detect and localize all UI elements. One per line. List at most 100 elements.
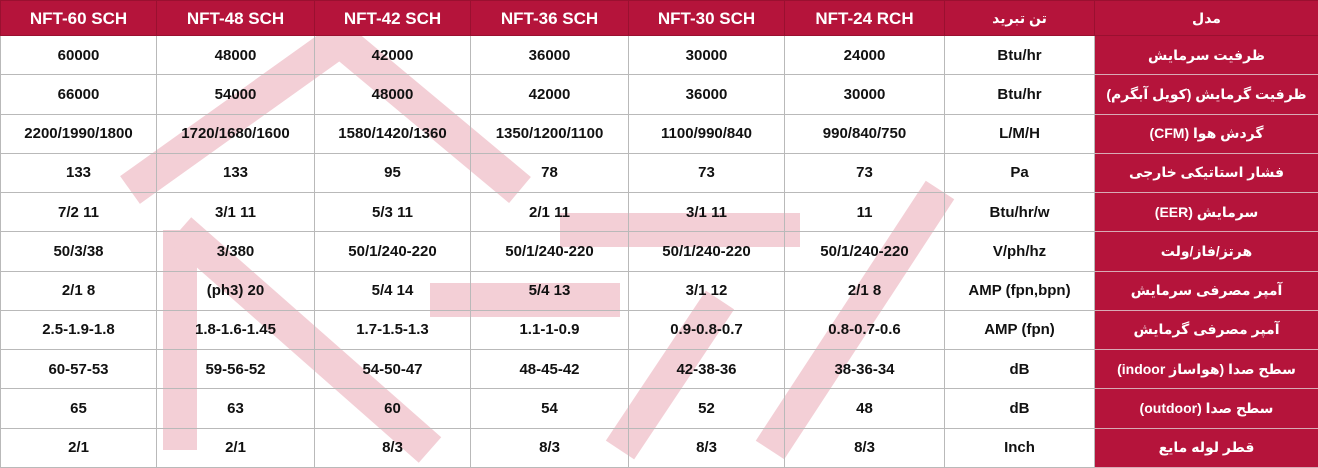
row-label: سرمایش (EER) [1094,192,1318,233]
table-cell: 59-56-52 [156,349,315,390]
unit-cell: AMP (fpn,bpn) [944,270,1095,311]
table-cell: 0.8-0.7-0.6 [784,309,945,351]
table-cell: 8/3 [314,427,471,468]
unit-cell: L/M/H [944,113,1095,154]
table-row: 2/1 2/1 8/3 8/3 8/3 8/3 Inch قطر لوله ما… [0,427,1318,468]
unit-cell: Pa [944,152,1095,194]
table-cell: 78 [470,152,629,194]
table-row: 2/1 8 (ph3) 20 5/4 14 5/4 13 3/1 12 2/1 … [0,270,1318,311]
table-cell: 60-57-53 [0,349,157,390]
unit-cell: Inch [944,427,1095,468]
table-cell: 42000 [314,34,471,76]
model-header: NFT-30 SCH [628,0,785,36]
table-cell: 48000 [156,34,315,76]
model-header: NFT-48 SCH [156,0,315,36]
table-row: 60000 48000 42000 36000 30000 24000 Btu/… [0,34,1318,76]
table-cell: 133 [156,152,315,194]
table-cell: 2200/1990/1800 [0,113,157,154]
table-cell: 2/1 11 [470,192,629,233]
model-header: NFT-36 SCH [470,0,629,36]
table-cell: 48 [784,388,945,429]
table-cell: 8/3 [628,427,785,468]
table-cell: 5/4 13 [470,270,629,311]
unit-cell: Btu/hr [944,74,1095,115]
table-cell: 5/4 14 [314,270,471,311]
table-cell: 2/1 [156,427,315,468]
table-cell: 8/3 [784,427,945,468]
row-label: فشار استاتیکی خارجی [1094,152,1318,194]
table-cell: 1100/990/840 [628,113,785,154]
table-cell: 30000 [628,34,785,76]
row-label: آمپر مصرفی گرمایش [1094,309,1318,351]
table-cell: 8/3 [470,427,629,468]
table-cell: 0.9-0.8-0.7 [628,309,785,351]
unit-column-header: تن تبرید [944,0,1095,36]
table-cell: 48-45-42 [470,349,629,390]
table-cell: 1.7-1.5-1.3 [314,309,471,351]
table-cell: 1350/1200/1100 [470,113,629,154]
row-label: گردش هوا (CFM) [1094,113,1318,154]
table-cell: 48000 [314,74,471,115]
table-cell: 73 [628,152,785,194]
row-label: ظرفیت سرمایش [1094,34,1318,76]
table-cell: 63 [156,388,315,429]
table-cell: 50/1/240-220 [470,231,629,272]
table-cell: 3/1 12 [628,270,785,311]
table-cell: 1.8-1.6-1.45 [156,309,315,351]
header-row: NFT-60 SCH NFT-48 SCH NFT-42 SCH NFT-36 … [0,0,1318,36]
table-cell: 24000 [784,34,945,76]
table-row: 66000 54000 48000 42000 36000 30000 Btu/… [0,74,1318,115]
table-cell: 38-36-34 [784,349,945,390]
table-cell: 30000 [784,74,945,115]
table-cell: 2/1 8 [784,270,945,311]
table-cell: 50/1/240-220 [314,231,471,272]
table-cell: 50/1/240-220 [784,231,945,272]
table-cell: 60 [314,388,471,429]
label-column-header: مدل [1094,0,1318,36]
table-cell: 36000 [628,74,785,115]
row-label: ظرفیت گرمایش (کویل آبگرم) [1094,74,1318,115]
table-cell: 133 [0,152,157,194]
unit-cell: dB [944,388,1095,429]
table-row: 60-57-53 59-56-52 54-50-47 48-45-42 42-3… [0,349,1318,390]
table-cell: 66000 [0,74,157,115]
model-header: NFT-24 RCH [784,0,945,36]
table-cell: 1580/1420/1360 [314,113,471,154]
table-cell: 3/1 11 [156,192,315,233]
table-cell: 1720/1680/1600 [156,113,315,154]
row-label: سطح صدا (outdoor) [1094,388,1318,429]
table-cell: 2/1 8 [0,270,157,311]
table-cell: 3/380 [156,231,315,272]
table-cell: 42-38-36 [628,349,785,390]
row-label: قطر لوله مایع [1094,427,1318,468]
table-row: 2200/1990/1800 1720/1680/1600 1580/1420/… [0,113,1318,154]
row-label: هرتز/فاز/ولت [1094,231,1318,272]
table-cell: 36000 [470,34,629,76]
table-cell: 7/2 11 [0,192,157,233]
unit-cell: Btu/hr [944,34,1095,76]
row-label: سطح صدا (هواساز indoor) [1094,349,1318,390]
table-cell: 73 [784,152,945,194]
table-row: 7/2 11 3/1 11 5/3 11 2/1 11 3/1 11 11 Bt… [0,192,1318,233]
table-cell: 54-50-47 [314,349,471,390]
table-cell: 54000 [156,74,315,115]
table-cell: 2/1 [0,427,157,468]
table-cell: 95 [314,152,471,194]
unit-cell: Btu/hr/w [944,192,1095,233]
unit-cell: AMP (fpn) [944,309,1095,351]
table-cell: 50/3/38 [0,231,157,272]
table-cell: 3/1 11 [628,192,785,233]
table-cell: 11 [784,192,945,233]
table-cell: 1.1-1-0.9 [470,309,629,351]
model-header: NFT-60 SCH [0,0,157,36]
table-cell: 50/1/240-220 [628,231,785,272]
table-cell: 42000 [470,74,629,115]
model-header: NFT-42 SCH [314,0,471,36]
unit-cell: dB [944,349,1095,390]
table-cell: 60000 [0,34,157,76]
table-row: 65 63 60 54 52 48 dB سطح صدا (outdoor) [0,388,1318,429]
table-row: 133 133 95 78 73 73 Pa فشار استاتیکی خار… [0,152,1318,194]
table-cell: 5/3 11 [314,192,471,233]
table-cell: 52 [628,388,785,429]
